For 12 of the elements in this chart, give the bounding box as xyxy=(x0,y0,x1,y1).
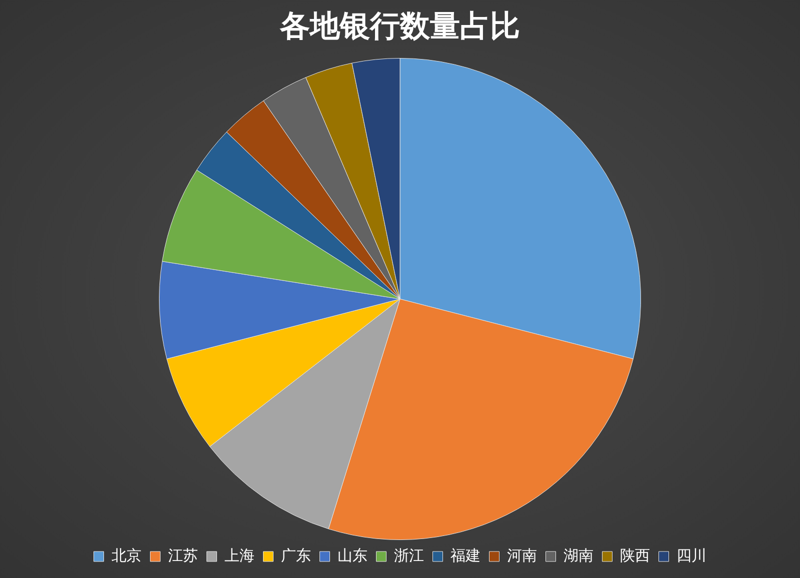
legend-label: 山东 xyxy=(337,546,368,564)
legend-label: 福建 xyxy=(450,546,480,564)
legend-label: 四川 xyxy=(676,546,706,564)
legend-label: 湖南 xyxy=(563,546,594,564)
legend-label: 江苏 xyxy=(168,546,198,564)
legend-label: 广东 xyxy=(280,546,311,564)
legend-label: 北京 xyxy=(111,546,142,564)
legend-label: 浙江 xyxy=(394,546,424,564)
legend-label: 上海 xyxy=(224,546,254,564)
legend-label: 河南 xyxy=(506,546,537,564)
chart-title: 各地银行数量占比 xyxy=(279,8,520,44)
legend-label: 陕西 xyxy=(620,546,650,564)
